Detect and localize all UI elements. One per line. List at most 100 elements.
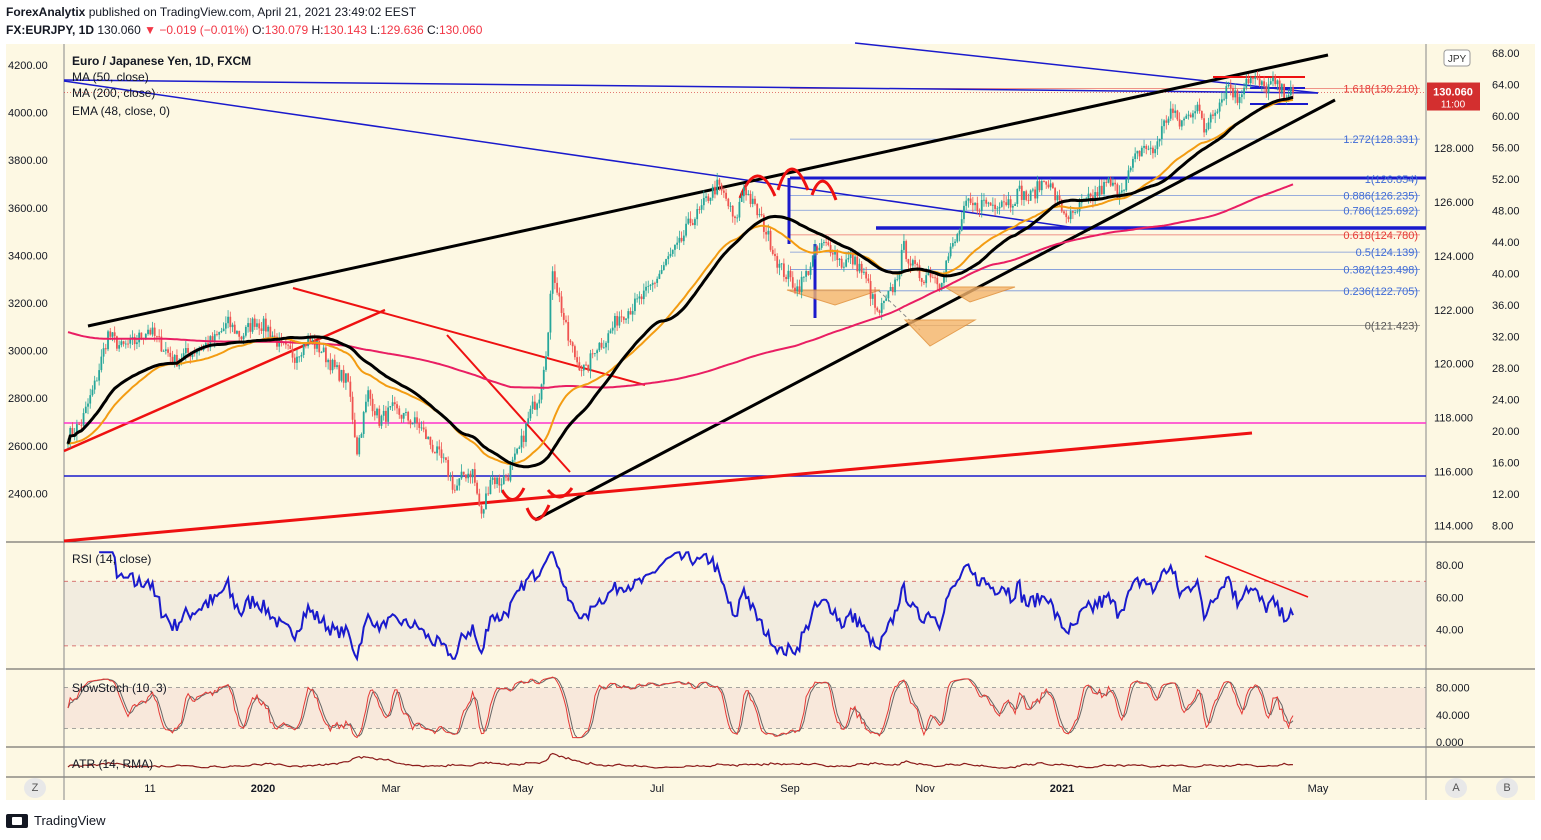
candle-body — [393, 402, 396, 405]
candle-body — [951, 243, 954, 247]
price-axis-label: 120.000 — [1434, 359, 1474, 371]
candle-body — [716, 179, 719, 195]
candle-body — [300, 354, 303, 357]
price-change: −0.019 (−0.01%) — [159, 23, 249, 37]
candle-body — [702, 197, 705, 206]
candle-body — [796, 286, 799, 292]
candle-body — [1120, 190, 1123, 193]
candle-body — [260, 328, 263, 331]
candle-body — [267, 326, 269, 332]
down-arrow-icon: ▼ — [144, 23, 156, 37]
candle-body — [1234, 90, 1237, 98]
candle-body — [1116, 184, 1119, 198]
candle-body — [316, 340, 318, 349]
candle-body — [516, 448, 518, 454]
candle-body — [160, 336, 163, 352]
auto-scale-button[interactable]: A — [1445, 778, 1467, 798]
candle-body — [345, 373, 347, 383]
candle-body — [407, 411, 410, 421]
candle-body — [1252, 77, 1254, 79]
candle-body — [820, 243, 823, 248]
candle-body — [587, 364, 590, 371]
candle-body — [1189, 114, 1192, 118]
candle-body — [880, 303, 883, 313]
candle-body — [747, 193, 750, 196]
candle-body — [520, 435, 523, 448]
candle-body — [273, 335, 276, 337]
candle-body — [956, 234, 959, 242]
candle-body — [1223, 98, 1225, 100]
candle-body — [1243, 87, 1245, 95]
candle-body — [333, 359, 336, 368]
candle-body — [82, 413, 85, 426]
candle-body — [1225, 86, 1228, 99]
last-price: 130.060 — [97, 23, 141, 37]
candle-body — [551, 271, 554, 294]
candle-body — [1000, 201, 1003, 207]
candle-body — [1123, 190, 1125, 191]
time-axis-pane — [64, 776, 1426, 800]
candle-body — [227, 316, 229, 324]
rsi-axis-label: 40.00 — [1436, 625, 1464, 637]
candle-body — [144, 333, 147, 339]
candle-body — [136, 342, 138, 345]
candle-body — [791, 277, 794, 288]
candle-body — [905, 241, 908, 260]
candle-body — [269, 326, 272, 338]
candle-body — [1009, 199, 1012, 208]
candle-body — [1011, 205, 1014, 208]
symbol-name[interactable]: FX:EURJPY, 1D — [6, 23, 95, 37]
candle-body — [1027, 199, 1030, 201]
candle-body — [689, 218, 692, 223]
candle-body — [173, 354, 176, 363]
outer-axis-label: 60.00 — [1492, 111, 1520, 123]
candle-body — [1198, 104, 1201, 112]
outer-axis-label: 8.00 — [1492, 521, 1513, 533]
candle-body — [802, 276, 805, 278]
candle-body — [909, 263, 912, 266]
candle-body — [834, 250, 836, 255]
candle-body — [836, 250, 839, 260]
candle-body — [1098, 185, 1101, 196]
candle-body — [596, 350, 599, 354]
candle-body — [473, 469, 476, 483]
publisher-name[interactable]: ForexAnalytix — [6, 5, 86, 19]
candle-body — [871, 294, 874, 299]
candle-body — [405, 411, 407, 413]
timezone-button[interactable]: Z — [24, 778, 46, 798]
candle-body — [1134, 153, 1137, 159]
high-value: 130.143 — [323, 23, 367, 37]
candle-body — [1051, 183, 1054, 189]
candle-body — [78, 424, 81, 425]
time-axis-label: Mar — [1173, 783, 1192, 795]
candle-body — [1263, 81, 1265, 87]
candle-body — [291, 349, 294, 358]
candle-body — [102, 348, 105, 357]
candle-body — [536, 403, 539, 410]
candle-body — [947, 256, 950, 261]
symbol-line: FX:EURJPY, 1D 130.060 ▼ −0.019 (−0.01%) … — [6, 23, 482, 37]
candle-body — [429, 436, 432, 445]
candle-body — [571, 342, 574, 347]
candle-body — [505, 475, 507, 478]
candle-body — [636, 298, 639, 300]
candle-body — [860, 263, 863, 273]
candle-body — [1132, 158, 1134, 168]
log-scale-button[interactable]: B — [1496, 778, 1518, 798]
candle-body — [238, 330, 241, 337]
candle-body — [660, 269, 663, 274]
candle-body — [200, 349, 203, 351]
fib-level-label: 1.618(130.210) — [1343, 83, 1418, 95]
candle-body — [1240, 94, 1243, 98]
candle-body — [396, 404, 398, 409]
candle-body — [529, 408, 532, 419]
candle-body — [249, 323, 252, 332]
candle-body — [858, 263, 861, 272]
tradingview-logo[interactable]: TradingView — [6, 813, 106, 828]
candle-body — [469, 473, 472, 478]
candle-body — [204, 343, 207, 346]
fib-level-label: 0.5(124.139) — [1356, 247, 1418, 259]
outer-axis-label: 12.00 — [1492, 489, 1520, 501]
candle-body — [827, 242, 830, 246]
